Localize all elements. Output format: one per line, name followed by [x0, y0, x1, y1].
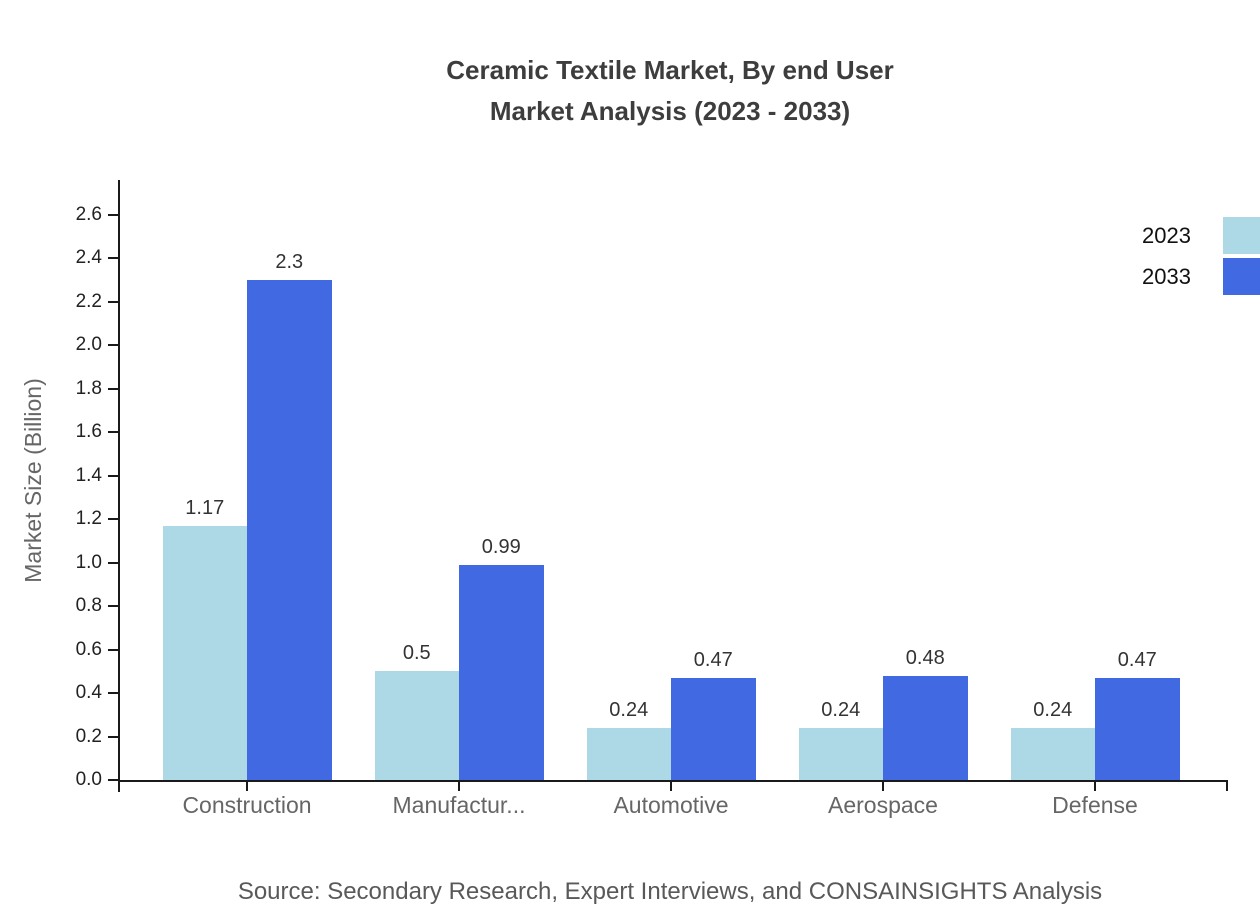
y-tick-mark	[108, 779, 119, 781]
y-tick-mark	[108, 474, 119, 477]
y-tick-label: 0.2	[75, 725, 102, 747]
y-axis-title: Market Size (Billion)	[19, 377, 46, 583]
bar-value-label: 0.48	[905, 646, 945, 669]
legend-swatch-2033	[1223, 258, 1260, 295]
y-tick-label: 1.0	[75, 551, 102, 573]
y-tick-mark	[108, 344, 119, 347]
y-axis-title-wrap: Market Size (Billion)	[8, 180, 58, 780]
y-tick-label: 0.4	[75, 682, 102, 704]
y-tick-mark	[108, 561, 119, 564]
y-tick-label: 2.6	[75, 203, 102, 225]
x-category-label-automotive: Automotive	[613, 792, 729, 818]
x-tick-mark	[246, 782, 248, 791]
y-tick-label: 2.0	[75, 334, 102, 356]
y-tick-mark	[108, 213, 119, 216]
bar-value-label: 0.47	[693, 648, 733, 671]
y-tick-label: 1.4	[75, 464, 102, 486]
bar-2033-manufactur	[459, 564, 544, 780]
bar-2023-construction	[162, 525, 247, 780]
x-axis-line	[118, 780, 1228, 782]
bar-2033-aerospace	[883, 675, 968, 780]
legend-item-2033: 2033	[1142, 258, 1260, 295]
x-axis-end-tick	[1226, 782, 1228, 791]
bar-value-label: 0.99	[481, 535, 521, 558]
x-tick-mark	[458, 782, 460, 791]
x-category-label-defense: Defense	[1052, 792, 1138, 818]
bar-2033-construction	[247, 280, 332, 780]
bar-2023-manufactur	[374, 671, 459, 780]
legend: 2023 2033	[1142, 217, 1260, 299]
chart-title: Ceramic Textile Market, By end User Mark…	[80, 50, 1260, 132]
bar-value-label: 2.3	[275, 251, 304, 273]
legend-label-2033: 2033	[1142, 263, 1191, 289]
y-tick-mark	[108, 387, 119, 390]
y-tick-label: 0.0	[75, 769, 102, 790]
y-tick-mark	[108, 648, 119, 651]
bar-2023-aerospace	[798, 727, 883, 780]
y-tick-label: 1.2	[75, 508, 102, 530]
y-tick-label: 0.6	[75, 638, 102, 660]
y-tick-label: 0.8	[75, 595, 102, 617]
y-tick-mark	[108, 257, 119, 260]
bar-value-label: 0.24	[609, 698, 649, 721]
y-tick-label: 1.8	[75, 377, 102, 399]
y-tick-mark	[108, 605, 119, 608]
y-tick-label: 1.6	[75, 421, 102, 443]
bar-2023-defense	[1010, 727, 1095, 780]
x-category-label-aerospace: Aerospace	[828, 792, 938, 818]
bar-2033-defense	[1095, 677, 1180, 780]
y-tick-label: 2.4	[75, 247, 102, 269]
source-note: Source: Secondary Research, Expert Inter…	[237, 878, 1103, 905]
y-tick-mark	[108, 431, 119, 434]
legend-swatch-2023	[1223, 217, 1260, 254]
bar-value-label: 0.47	[1117, 648, 1157, 671]
legend-label-2023: 2023	[1142, 222, 1191, 248]
bar-value-label: 1.17	[185, 496, 225, 519]
x-category-label-construction: Construction	[182, 792, 312, 818]
bar-value-label: 0.24	[1033, 698, 1073, 721]
chart-title-line2: Market Analysis (2023 - 2033)	[489, 96, 851, 126]
bar-value-label: 0.5	[402, 642, 431, 665]
bar-2023-automotive	[586, 727, 671, 780]
y-axis-line	[118, 180, 120, 792]
chart-title-line1: Ceramic Textile Market, By end User	[446, 55, 894, 85]
y-tick-label: 2.2	[75, 290, 102, 312]
legend-item-2023: 2023	[1142, 217, 1260, 254]
plot-area: 0.0 0.2 0.4 0.6 0.8 1.0 1.2 1.4 1.6 1.8 2.0 2.2 2.4 2…	[76, 180, 1228, 818]
bar-2033-automotive	[671, 677, 756, 780]
y-tick-mark	[108, 518, 119, 521]
y-tick-mark	[108, 300, 119, 303]
y-tick-mark	[108, 735, 119, 738]
x-tick-mark	[882, 782, 884, 791]
x-category-label-manufactur: Manufactur...	[392, 792, 526, 818]
y-tick-mark	[108, 692, 119, 695]
x-tick-mark	[670, 782, 672, 791]
x-tick-mark	[1094, 782, 1096, 791]
bar-value-label: 0.24	[821, 698, 861, 721]
